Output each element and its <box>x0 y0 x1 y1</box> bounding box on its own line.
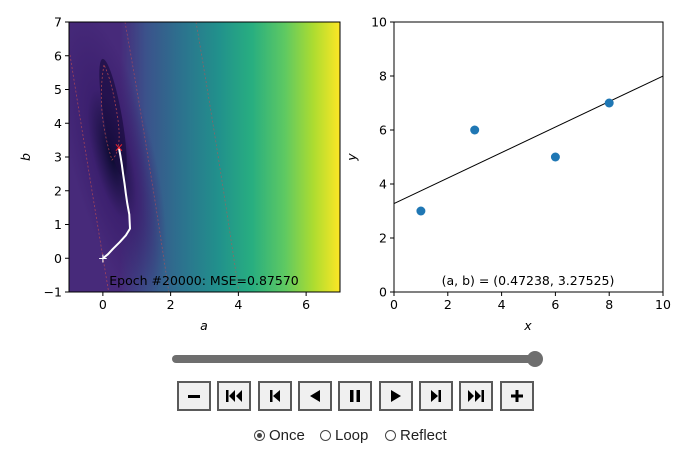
y-tick-label: 4 <box>54 116 62 131</box>
x-tick-label: 10 <box>655 297 671 312</box>
x-tick-label: 4 <box>234 297 242 312</box>
contour-inner <box>100 63 120 161</box>
heatmap-annotation: Epoch #20000: MSE=0.87570 <box>109 273 299 288</box>
x-tick-label: 8 <box>605 297 613 312</box>
x-tick-label: 0 <box>390 297 398 312</box>
scatter-x-ticks: 0 2 4 6 8 10 <box>390 292 671 312</box>
y-tick-label: 1 <box>54 217 62 232</box>
heatmap-x-ticks: 0 2 4 6 <box>99 292 310 312</box>
heatmap-x-label: a <box>200 318 208 333</box>
scatter-x-label: x <box>523 318 532 333</box>
y-tick-label: 10 <box>371 15 387 30</box>
y-tick-label: 6 <box>54 48 62 63</box>
y-tick-label: 0 <box>379 285 387 300</box>
y-tick-label: 7 <box>54 15 62 30</box>
skip-to-start-icon <box>226 390 242 402</box>
radio-loop-indicator[interactable] <box>320 430 331 441</box>
heatmap-y-ticks: −1 0 1 2 3 4 5 6 7 <box>44 15 69 300</box>
decrease-speed-button[interactable] <box>177 381 211 411</box>
y-tick-label: 0 <box>54 251 62 266</box>
step-forward-icon <box>431 390 441 402</box>
y-tick-label: −1 <box>44 285 62 300</box>
y-tick-label: 3 <box>54 150 62 165</box>
loss-valley <box>69 22 167 292</box>
pause-button[interactable] <box>338 381 372 411</box>
contour-line-3 <box>195 22 240 292</box>
scatter-point <box>550 152 560 162</box>
first-frame-button[interactable] <box>217 381 251 411</box>
scatter-panel: 0 2 4 6 8 10 0 2 4 6 8 10 (a, b) = (0.47238, 3.275… <box>344 15 671 334</box>
x-tick-label: 2 <box>444 297 452 312</box>
loss-heatmap-panel: + × 0 2 4 6 −1 0 1 2 3 4 5 6 7 Epoch #20000: MSE=0.… <box>18 15 341 333</box>
contour-line-1 <box>69 54 110 292</box>
scatter-frame <box>393 21 664 293</box>
x-tick-label: 2 <box>167 297 175 312</box>
heatmap-y-label: b <box>18 153 33 161</box>
pause-icon <box>350 390 360 402</box>
y-tick-label: 2 <box>379 231 387 246</box>
y-tick-label: 6 <box>379 123 387 138</box>
last-frame-button[interactable] <box>459 381 493 411</box>
y-tick-label: 5 <box>54 82 62 97</box>
radio-loop[interactable]: Loop <box>320 427 368 444</box>
radio-once-label: Once <box>269 427 305 444</box>
y-tick-label: 4 <box>379 177 387 192</box>
scatter-points <box>416 98 614 216</box>
play-icon <box>391 390 401 402</box>
play-reverse-icon <box>310 390 320 402</box>
figure: + × 0 2 4 6 −1 0 1 2 3 4 5 6 7 Epoch #20000: MSE=0.… <box>18 15 671 334</box>
contour-line-2 <box>124 22 170 292</box>
play-reverse-button[interactable] <box>298 381 332 411</box>
skip-to-end-icon <box>468 390 484 402</box>
x-tick-label: 6 <box>302 297 310 312</box>
step-back-button[interactable] <box>258 381 292 411</box>
scatter-point <box>470 125 480 135</box>
x-tick-label: 6 <box>551 297 559 312</box>
minus-icon <box>188 395 200 398</box>
path-end-marker: × <box>114 141 124 155</box>
frame-slider-thumb[interactable] <box>527 351 543 367</box>
x-tick-label: 0 <box>99 297 107 312</box>
scatter-annotation: (a, b) = (0.47238, 3.27525) <box>442 273 615 288</box>
scatter-y-label: y <box>344 153 359 162</box>
scatter-point <box>416 206 426 216</box>
radio-reflect[interactable]: Reflect <box>385 427 447 444</box>
radio-once[interactable]: Once <box>254 427 305 444</box>
step-forward-button[interactable] <box>419 381 453 411</box>
step-back-icon <box>270 390 280 402</box>
radio-reflect-indicator[interactable] <box>385 430 396 441</box>
y-tick-label: 8 <box>379 69 387 84</box>
radio-once-indicator[interactable] <box>254 430 265 441</box>
scatter-point <box>604 98 614 108</box>
animation-controls: Once Loop Reflect <box>0 345 685 454</box>
plus-icon <box>511 390 523 402</box>
gradient-descent-path <box>102 147 131 260</box>
play-button[interactable] <box>379 381 413 411</box>
radio-loop-label: Loop <box>335 427 369 444</box>
frame-slider[interactable] <box>172 355 537 363</box>
increase-speed-button[interactable] <box>500 381 534 411</box>
fit-line <box>393 75 664 205</box>
y-tick-label: 2 <box>54 183 62 198</box>
path-start-marker: + <box>98 251 108 265</box>
radio-reflect-label: Reflect <box>400 427 447 444</box>
scatter-y-ticks: 0 2 4 6 8 10 <box>371 15 394 300</box>
x-tick-label: 4 <box>498 297 506 312</box>
